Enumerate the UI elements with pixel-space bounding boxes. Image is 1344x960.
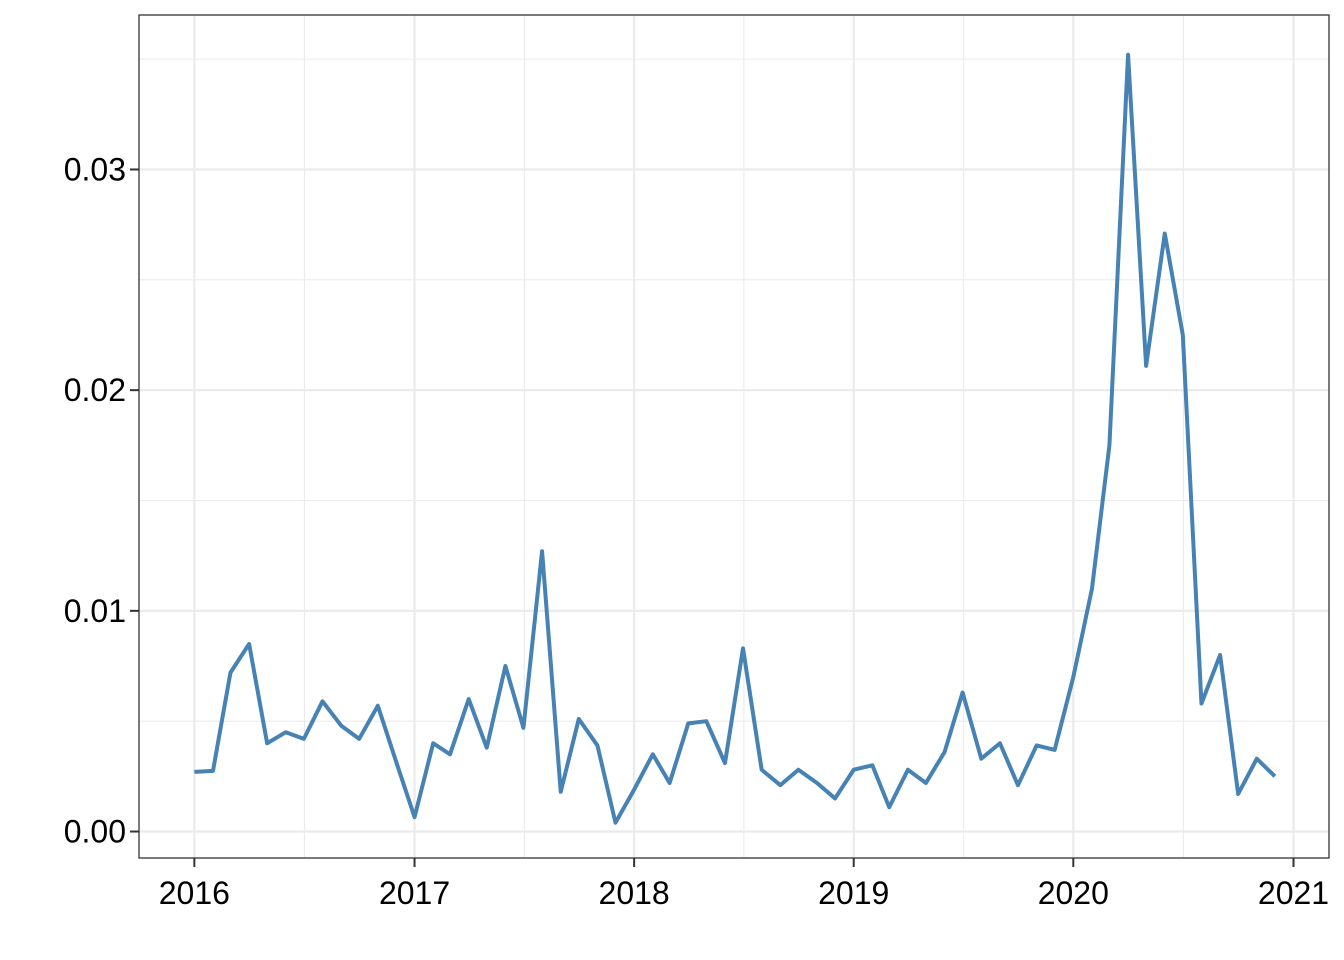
data-point	[723, 761, 727, 765]
data-point	[284, 730, 288, 734]
data-point	[1016, 783, 1020, 787]
data-point	[796, 768, 800, 772]
data-point	[651, 752, 655, 756]
data-point	[1071, 675, 1075, 679]
data-point	[833, 796, 837, 800]
data-point	[613, 821, 617, 825]
data-point	[1090, 587, 1094, 591]
y-tick-label: 0.00	[64, 814, 126, 850]
data-point	[998, 741, 1002, 745]
data-point	[686, 721, 690, 725]
x-tick-label: 2017	[379, 875, 450, 911]
data-point	[228, 671, 232, 675]
data-point	[448, 752, 452, 756]
series-line	[194, 52, 1277, 825]
data-point	[413, 815, 417, 819]
series-layer	[192, 52, 1277, 825]
data-point	[320, 699, 324, 703]
y-axis: 0.00 0.01 0.02 0.03	[64, 151, 139, 850]
data-point	[1107, 443, 1111, 447]
data-point	[1126, 53, 1130, 57]
panel-border	[138, 14, 1330, 859]
data-point	[741, 646, 745, 650]
data-point	[1236, 792, 1240, 796]
data-point	[906, 768, 910, 772]
data-point	[979, 757, 983, 761]
data-point	[1273, 774, 1277, 778]
data-point	[595, 743, 599, 747]
data-point	[1181, 333, 1185, 337]
data-point	[632, 788, 636, 792]
data-point	[431, 741, 435, 745]
data-point	[1255, 757, 1259, 761]
data-point	[339, 724, 343, 728]
minor-gridlines	[139, 15, 1329, 858]
data-point	[376, 704, 380, 708]
data-point	[1144, 364, 1148, 368]
data-point	[924, 781, 928, 785]
data-point	[1199, 702, 1203, 706]
data-point	[540, 549, 544, 553]
data-point	[485, 746, 489, 750]
data-point	[778, 783, 782, 787]
plot-panel	[139, 15, 1329, 858]
data-point	[302, 737, 306, 741]
data-point	[1218, 653, 1222, 657]
x-tick-label: 2018	[599, 875, 670, 911]
data-point	[521, 726, 525, 730]
data-point	[1035, 743, 1039, 747]
data-point	[1053, 748, 1057, 752]
data-point	[1163, 231, 1167, 235]
data-point	[192, 770, 196, 774]
data-point	[559, 790, 563, 794]
data-point	[668, 781, 672, 785]
y-tick-label: 0.01	[64, 593, 126, 629]
data-point	[577, 717, 581, 721]
data-point	[760, 768, 764, 772]
data-point	[467, 697, 471, 701]
data-point	[887, 805, 891, 809]
x-tick-label: 2020	[1038, 875, 1109, 911]
y-tick-label: 0.02	[64, 372, 126, 408]
data-point	[503, 664, 507, 668]
data-point	[394, 759, 398, 763]
x-axis: 2016 2017 2018 2019 2020 2021	[159, 858, 1329, 911]
x-tick-label: 2016	[159, 875, 230, 911]
data-point	[211, 769, 215, 773]
data-point	[265, 741, 269, 745]
data-point	[852, 768, 856, 772]
data-point	[961, 690, 965, 694]
data-point	[943, 750, 947, 754]
data-point	[357, 737, 361, 741]
data-point	[870, 763, 874, 767]
data-point	[704, 719, 708, 723]
major-gridlines	[139, 15, 1329, 858]
data-point	[247, 642, 251, 646]
x-tick-label: 2021	[1258, 875, 1329, 911]
data-point	[815, 781, 819, 785]
y-tick-label: 0.03	[64, 151, 126, 187]
x-tick-label: 2019	[818, 875, 889, 911]
